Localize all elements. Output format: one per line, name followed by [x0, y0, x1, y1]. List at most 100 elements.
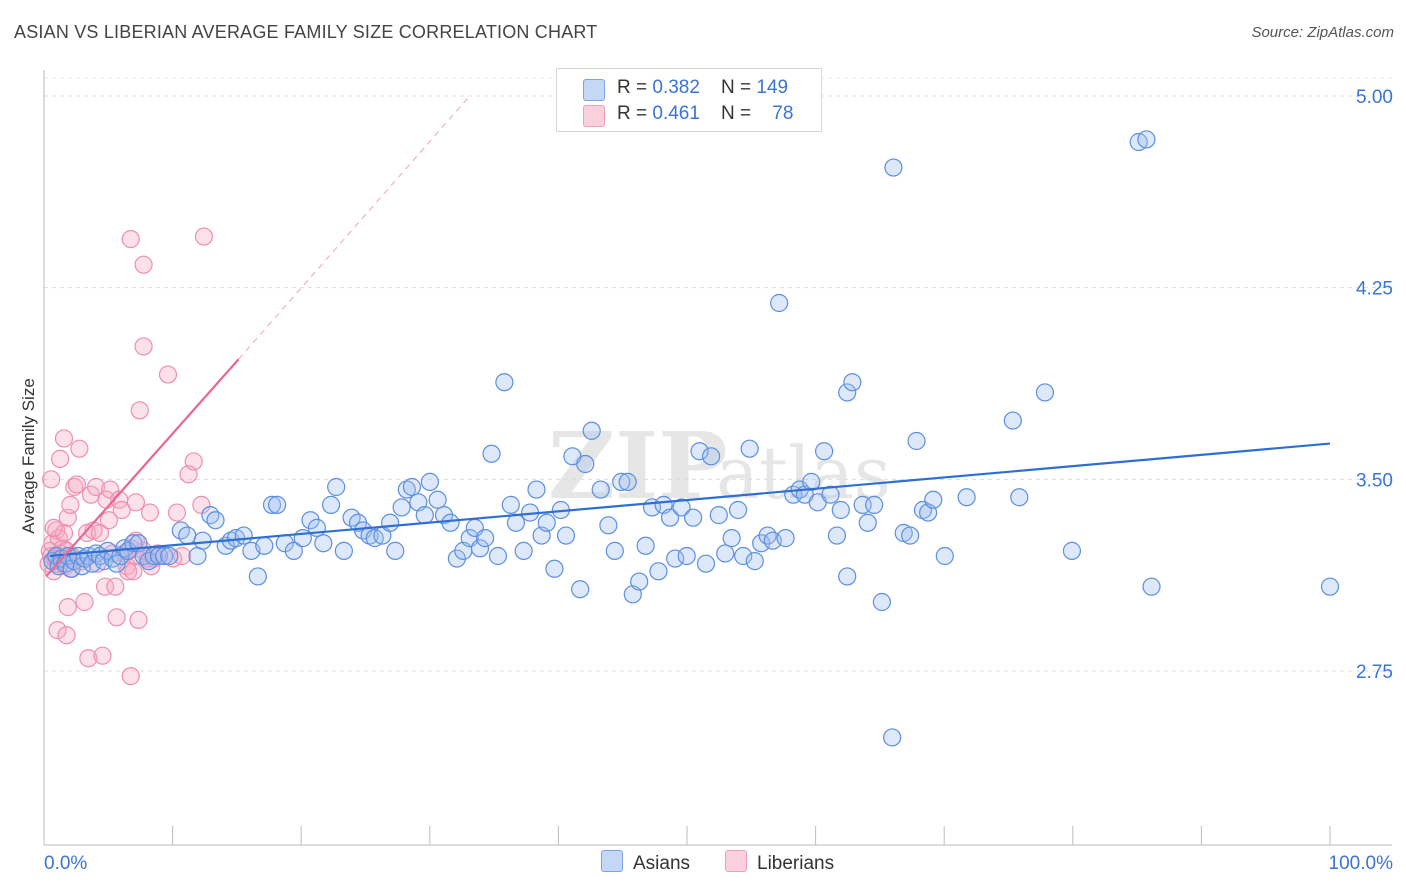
- asian-point: [605, 541, 624, 560]
- asian-point: [672, 498, 691, 517]
- liberian-point: [129, 610, 148, 629]
- liberian-point: [192, 495, 211, 514]
- liberian-point: [65, 477, 84, 497]
- bottom-legend-asians: Asians: [601, 850, 690, 875]
- asian-point: [178, 526, 197, 545]
- asian-point: [716, 544, 735, 563]
- bottom-legend-liberians: Liberians: [725, 850, 834, 875]
- legend-r-value: 0.461: [652, 103, 700, 124]
- liberian-point: [167, 503, 187, 522]
- asian-point: [155, 546, 174, 566]
- asian-point: [649, 562, 668, 581]
- asian-point: [758, 526, 777, 545]
- liberian-point: [58, 598, 77, 617]
- asian-point: [188, 546, 207, 566]
- tick-labels: 5.00 4.25 3.50 2.75 0.0% 100.0%: [44, 87, 1393, 874]
- asian-point: [327, 477, 346, 497]
- asian-point: [696, 554, 716, 573]
- source-credit: Source: ZipAtlas.com: [1251, 24, 1394, 41]
- asian-point: [1142, 577, 1161, 596]
- asian-point: [1003, 411, 1022, 430]
- asian-point: [702, 447, 721, 466]
- asian-point: [924, 490, 943, 509]
- y-tick-label: 2.75: [1356, 662, 1393, 683]
- y-tick-label: 3.50: [1356, 470, 1393, 491]
- asian-point: [381, 513, 400, 532]
- asian-point: [1137, 130, 1156, 149]
- asian-point: [740, 439, 759, 458]
- liberian-point: [121, 230, 140, 249]
- asian-point: [660, 508, 680, 527]
- asian-point: [734, 546, 753, 566]
- asian-point: [527, 480, 546, 499]
- legend-r-label: R =: [617, 77, 653, 98]
- liberian-point: [54, 523, 74, 543]
- liberian-point: [184, 452, 203, 471]
- asian-point: [488, 546, 508, 566]
- asian-trend-line: [49, 442, 1331, 558]
- asian-point: [666, 549, 685, 568]
- asian-point: [1320, 577, 1340, 596]
- asian-point: [476, 529, 495, 548]
- axes: [43, 70, 1392, 846]
- asian-point: [827, 526, 847, 545]
- x-tick-label: 100.0%: [1329, 853, 1394, 874]
- asian-point: [386, 541, 405, 560]
- asian-point: [770, 293, 789, 313]
- legend-r-label: R =: [617, 103, 653, 124]
- asian-point: [392, 498, 411, 517]
- liberian-point: [130, 401, 149, 420]
- asian-point: [255, 536, 274, 555]
- asian-point: [815, 442, 834, 461]
- liberian-point: [173, 546, 192, 566]
- bottom-legend-liberians-label: Liberians: [757, 853, 835, 874]
- liberian-swatch: [583, 105, 605, 127]
- asian-point: [201, 506, 220, 525]
- liberian-point: [51, 449, 70, 468]
- liberian-point: [86, 477, 106, 497]
- asian-point: [1035, 383, 1055, 402]
- asian-point: [537, 513, 556, 532]
- asian-point: [838, 383, 857, 402]
- asian-point: [284, 541, 303, 560]
- x-tick-label: 0.0%: [44, 853, 87, 874]
- asian-point: [858, 513, 877, 532]
- liberian-point: [70, 439, 89, 458]
- asian-point: [415, 506, 434, 525]
- asian-points: [43, 130, 1340, 747]
- asian-point: [582, 421, 601, 440]
- liberian-point: [79, 649, 98, 668]
- liberian-trend-line: [45, 358, 240, 578]
- liberian-point: [106, 577, 125, 596]
- asian-point: [612, 472, 631, 491]
- asian-point: [907, 431, 926, 451]
- asian-point: [843, 373, 862, 392]
- liberian-point: [90, 523, 110, 543]
- legend-n-label: N =: [721, 103, 757, 124]
- y-axis-label: Average Family Size: [19, 378, 38, 534]
- asian-swatch: [583, 79, 605, 101]
- asian-point: [420, 472, 440, 491]
- asian-point: [591, 480, 610, 499]
- liberian-point: [158, 365, 178, 384]
- asian-point: [677, 546, 696, 566]
- asian-point: [506, 513, 526, 532]
- asian-point: [1010, 488, 1029, 507]
- liberian-point: [121, 667, 140, 686]
- liberian-point: [194, 227, 214, 246]
- liberian-point: [124, 562, 143, 581]
- asian-point: [957, 488, 976, 507]
- asian-point: [802, 472, 821, 491]
- liberian-point: [42, 470, 61, 489]
- liberian-point: [112, 500, 131, 520]
- asian-point: [690, 442, 709, 461]
- correlation-legend: R = 0.382 N = 149 R = 0.461 N = 78: [556, 68, 822, 132]
- asian-point: [709, 506, 728, 525]
- liberian-point: [107, 608, 126, 627]
- asian-point: [576, 454, 595, 474]
- asian-point: [545, 559, 564, 578]
- asian-point: [160, 546, 179, 566]
- y-tick-label: 4.25: [1356, 279, 1393, 300]
- asian-point: [321, 495, 341, 514]
